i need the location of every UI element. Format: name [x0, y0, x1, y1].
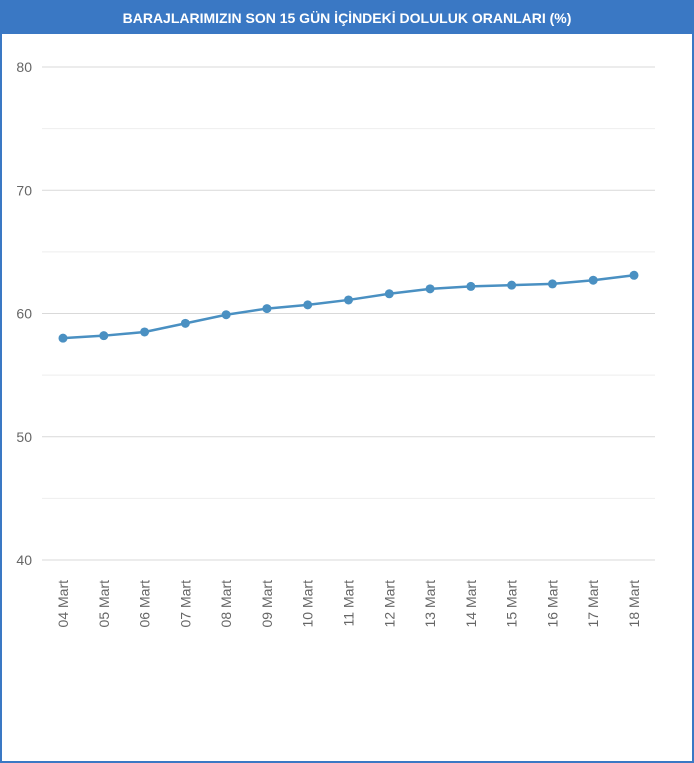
data-point — [547, 279, 557, 289]
data-point — [588, 275, 598, 285]
x-tick-label: 14 Mart — [463, 580, 479, 628]
y-tick-label: 60 — [16, 306, 32, 322]
data-point — [99, 331, 109, 341]
y-tick-label: 50 — [16, 429, 32, 445]
data-point — [507, 280, 517, 290]
x-tick-label: 12 Mart — [381, 580, 397, 628]
data-point — [466, 281, 476, 291]
x-tick-label: 06 Mart — [137, 580, 153, 628]
data-point — [140, 327, 150, 337]
y-tick-label: 80 — [16, 59, 32, 75]
x-tick-label: 07 Mart — [177, 580, 193, 628]
x-tick-label: 05 Mart — [96, 580, 112, 628]
chart-header: BARAJLARIMIZIN SON 15 GÜN İÇİNDEKİ DOLUL… — [2, 2, 692, 34]
x-tick-label: 15 Mart — [504, 580, 520, 628]
data-point — [303, 300, 313, 310]
data-point — [221, 310, 231, 320]
y-tick-label: 40 — [16, 552, 32, 568]
x-tick-label: 04 Mart — [55, 580, 71, 628]
chart-title: BARAJLARIMIZIN SON 15 GÜN İÇİNDEKİ DOLUL… — [122, 10, 572, 26]
data-point — [180, 318, 190, 328]
x-tick-label: 17 Mart — [585, 580, 601, 628]
x-tick-label: 16 Mart — [544, 580, 560, 628]
y-tick-label: 70 — [16, 182, 32, 198]
data-point — [425, 284, 435, 294]
x-tick-label: 11 Mart — [341, 580, 357, 627]
data-point — [344, 295, 353, 305]
x-tick-label: 10 Mart — [300, 580, 316, 628]
data-point — [629, 270, 639, 280]
data-point — [384, 289, 394, 299]
x-tick-label: 18 Mart — [626, 580, 642, 628]
x-tick-label: 08 Mart — [218, 580, 234, 628]
data-point — [58, 333, 68, 343]
x-tick-label: 09 Mart — [259, 580, 275, 628]
data-point — [262, 304, 272, 314]
x-tick-label: 13 Mart — [422, 580, 438, 628]
